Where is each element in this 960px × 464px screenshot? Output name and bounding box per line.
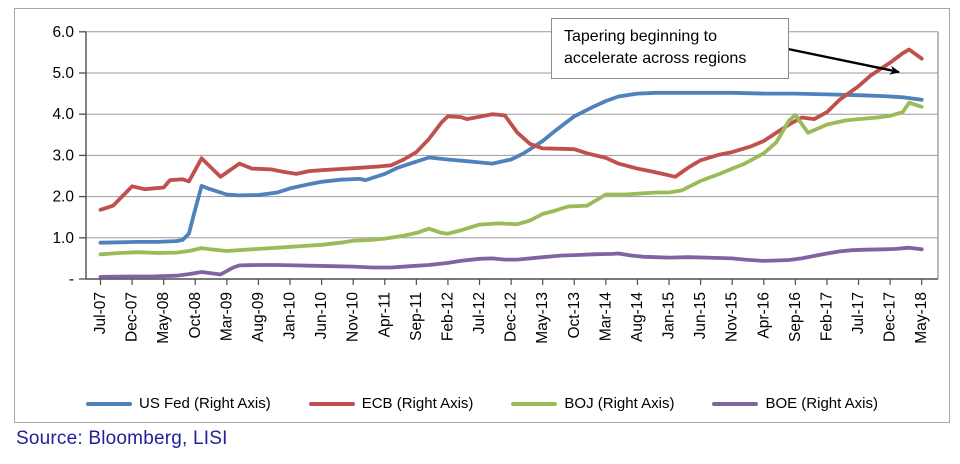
- x-tick-label: Nov-15: [724, 292, 741, 342]
- y-tick-label: 3.0: [52, 147, 74, 164]
- annotation-text: Tapering beginning to accelerate across …: [564, 28, 747, 67]
- legend-label: BOJ (Right Axis): [564, 395, 675, 412]
- legend-line-sample: [712, 401, 759, 406]
- legend-item-ecb-right-axis: ECB (Right Axis): [308, 395, 474, 412]
- y-tick-label: -: [69, 271, 74, 288]
- axes: 6.0 5.0 4.0 3.0 2.0 1.0 - Jul-07 Dec-07 May-08 Oct…: [52, 24, 939, 344]
- x-tick-label: Jun-15: [692, 292, 709, 339]
- source-text: Source: Bloomberg, LISI: [16, 428, 228, 449]
- x-tick-label: Dec-12: [503, 292, 520, 342]
- x-tick-label: Apr-16: [755, 292, 772, 339]
- series-line-ecb-right-axis: [98, 47, 924, 212]
- x-tick-label: Aug-09: [250, 292, 267, 342]
- x-tick-label: Jan-10: [282, 292, 299, 340]
- x-tick-label: May-08: [155, 292, 172, 344]
- y-tick-label: 6.0: [52, 24, 74, 41]
- x-tick-label: Jul-07: [92, 292, 109, 334]
- series-lines: [98, 47, 924, 279]
- series-line-boj-right-axis: [98, 100, 924, 257]
- x-tick-label: Dec-17: [882, 292, 899, 342]
- x-tick-label: Nov-10: [345, 292, 362, 342]
- x-tick-label: May-18: [913, 292, 930, 344]
- legend-item-boe-right-axis: BOE (Right Axis): [712, 395, 878, 412]
- x-tick-label: Jul-12: [471, 292, 488, 334]
- x-tick-label: Apr-11: [376, 292, 393, 337]
- x-tick-label: Feb-17: [818, 292, 835, 341]
- y-tick-label: 2.0: [52, 189, 74, 206]
- x-tick-label: Dec-07: [124, 292, 141, 342]
- chart-legend: US Fed (Right Axis) ECB (Right Axis) BOJ (…: [15, 395, 949, 412]
- legend-line-sample: [511, 401, 558, 406]
- y-tick-label: 4.0: [52, 106, 74, 123]
- series-line-us-fed-right-axis: [98, 90, 924, 245]
- x-tick-label: Sep-16: [787, 292, 804, 342]
- legend-item-us-fed-right-axis: US Fed (Right Axis): [86, 395, 271, 412]
- central-bank-balance-sheet-chart: 6.0 5.0 4.0 3.0 2.0 1.0 - Jul-07 Dec-07 May-08 Oct…: [14, 8, 950, 423]
- y-tick-label: 1.0: [52, 230, 74, 247]
- annotation-arrow-layer: [787, 47, 900, 75]
- legend-label: ECB (Right Axis): [361, 395, 474, 412]
- x-tick-label: Oct-08: [187, 292, 204, 339]
- legend-line-sample: [86, 401, 132, 406]
- legend-label: US Fed (Right Axis): [139, 395, 271, 412]
- x-tick-label: Oct-13: [566, 292, 583, 339]
- legend-item-boj-right-axis: BOJ (Right Axis): [511, 395, 674, 412]
- x-tick-label: Mar-09: [218, 292, 235, 341]
- annotation-box: Tapering beginning to accelerate across …: [551, 18, 789, 79]
- legend-label: BOE (Right Axis): [765, 395, 878, 412]
- gridlines: [86, 31, 938, 239]
- x-tick-label: Jun-10: [313, 292, 330, 340]
- x-tick-label: Jul-17: [850, 292, 867, 334]
- x-tick-label: Mar-14: [597, 292, 614, 341]
- y-tick-label: 5.0: [52, 65, 74, 82]
- x-tick-label: Aug-14: [629, 292, 646, 342]
- x-tick-label: May-13: [534, 292, 551, 344]
- series-line-boe-right-axis: [98, 245, 924, 279]
- chart-plot-area: 6.0 5.0 4.0 3.0 2.0 1.0 - Jul-07 Dec-07 May-08 Oct…: [52, 24, 939, 344]
- x-tick-label: Sep-11: [408, 292, 425, 341]
- x-tick-label: Feb-12: [439, 292, 456, 341]
- x-tick-label: Jan-15: [661, 292, 678, 339]
- annotation-arrow: [787, 47, 900, 75]
- legend-line-sample: [308, 401, 355, 406]
